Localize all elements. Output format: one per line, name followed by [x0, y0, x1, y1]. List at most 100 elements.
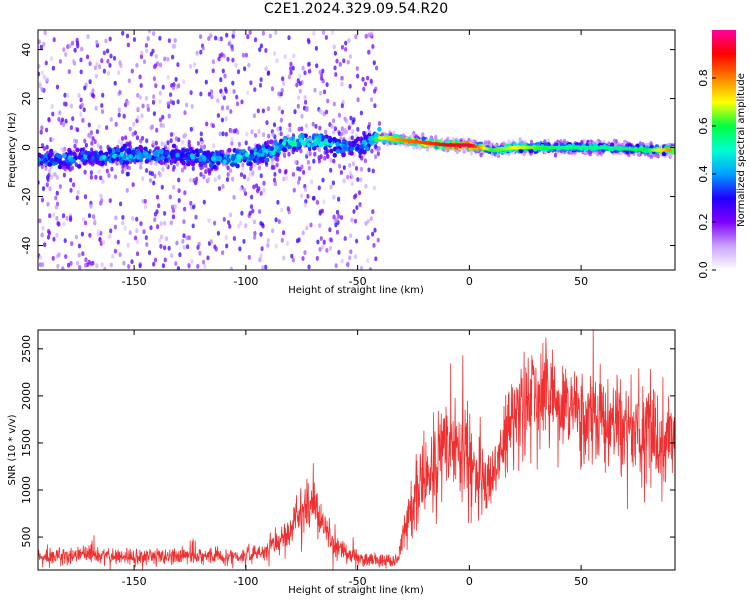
spectrogram-noise-cell: [334, 222, 338, 228]
spectrogram-noise-cell: [209, 33, 213, 39]
spectrogram-noise-cell: [244, 52, 248, 58]
spectrogram-ridge-cell: [306, 142, 311, 148]
spectrogram-noise-cell: [231, 80, 235, 86]
spectrogram-ridge-cell: [202, 156, 207, 161]
spectrogram-noise-cell: [139, 54, 144, 60]
snr-y-tick-label: 1500: [20, 429, 33, 457]
spectrogram-noise-cell: [91, 88, 95, 93]
spectrogram-ridge-cell: [373, 137, 379, 142]
spectrogram-noise-cell: [273, 172, 277, 177]
spectrogram-noise-cell: [221, 105, 225, 110]
spectrogram-noise-cell: [355, 205, 359, 211]
spectrogram-noise-cell: [87, 213, 92, 219]
spectrogram-noise-cell: [48, 213, 52, 219]
spectrogram-noise-cell: [278, 168, 282, 174]
spectrogram-noise-cell: [145, 242, 149, 247]
spectrogram-noise-cell: [73, 47, 77, 53]
spectrogram-noise-cell: [612, 138, 616, 144]
spectrogram-noise-cell: [135, 63, 139, 68]
spectrogram-noise-cell: [224, 235, 228, 241]
spectrogram-noise-cell: [42, 41, 46, 47]
spectrogram-noise-cell: [239, 172, 244, 178]
spectrogram-noise-cell: [98, 64, 102, 70]
spectrogram-noise-cell: [366, 218, 370, 224]
colorbar-tick-label: 0.4: [697, 165, 710, 183]
spectrogram-noise-cell: [146, 103, 150, 109]
spectrogram-noise-cell: [258, 47, 262, 52]
spectrogram-noise-cell: [332, 158, 336, 164]
spectrogram-noise-cell: [242, 187, 246, 193]
spectrogram-noise-cell: [185, 102, 189, 108]
spectrogram-noise-cell: [163, 141, 168, 147]
spectrogram-noise-cell: [202, 145, 206, 150]
spectrogram-noise-cell: [232, 128, 237, 134]
spectrogram-noise-cell: [272, 51, 277, 56]
spectrogram-noise-cell: [79, 69, 83, 75]
spectrogram-ridge-cell: [215, 155, 220, 161]
spectrogram-noise-cell: [151, 100, 156, 105]
spectrogram-ridge-cell: [43, 158, 48, 163]
spectrogram-noise-cell: [135, 251, 140, 257]
spectrogram-noise-cell: [221, 68, 225, 74]
spectrogram-ridge-cell: [57, 164, 63, 170]
snr-x-tick-label: 0: [466, 575, 473, 588]
snr-x-label: Height of straight line (km): [288, 585, 424, 596]
spectrogram-noise-cell: [351, 161, 356, 167]
spectrogram-noise-cell: [340, 103, 344, 109]
spectrogram-ridge-cell: [207, 154, 212, 160]
spectrogram-noise-cell: [352, 209, 356, 214]
spectrogram-noise-cell: [127, 264, 131, 269]
spectrogram-noise-cell: [200, 140, 204, 146]
spectrogram-noise-cell: [135, 135, 139, 141]
spectrogram-ridge-cell: [115, 156, 120, 162]
spectrogram-noise-cell: [294, 159, 298, 165]
spectrogram-ridge-cell: [237, 154, 243, 160]
spectrogram-noise-cell: [147, 250, 152, 256]
spectrogram-noise-cell: [174, 77, 178, 82]
spectrogram-noise-cell: [54, 204, 59, 210]
spectrogram-noise-cell: [246, 34, 250, 40]
spectrogram-ridge-cell: [349, 146, 354, 152]
spectrogram-noise-cell: [253, 162, 257, 168]
spectrogram-noise-cell: [88, 79, 92, 85]
spectrogram-noise-cell: [258, 82, 263, 88]
spectrogram-noise-cell: [73, 143, 77, 149]
spectrogram-noise-cell: [41, 186, 46, 192]
spectrogram-noise-cell: [199, 49, 203, 55]
spectrogram-noise-cell: [207, 36, 211, 41]
spectrogram-noise-cell: [213, 177, 217, 183]
spectrogram-noise-cell: [267, 133, 271, 139]
spectrogram-noise-cell: [307, 264, 311, 270]
spectrogram-noise-cell: [231, 176, 235, 182]
spectrogram-noise-cell: [279, 91, 283, 97]
spectrogram-noise-cell: [97, 229, 101, 234]
spectrogram-noise-cell: [209, 239, 213, 244]
spectrogram-noise-cell: [132, 121, 136, 127]
spectrogram-noise-cell: [80, 46, 84, 52]
spectrogram-noise-cell: [373, 88, 377, 94]
spectrogram-noise-cell: [279, 207, 284, 213]
spectrogram-noise-cell: [192, 204, 196, 210]
spectrogram-noise-cell: [241, 162, 245, 168]
spectrogram-noise-cell: [335, 229, 340, 235]
spectrogram-noise-cell: [272, 177, 277, 183]
spectrogram-noise-cell: [159, 221, 163, 227]
spectrogram-noise-cell: [217, 174, 221, 180]
spectrogram-noise-cell: [212, 143, 216, 149]
spectrogram-noise-cell: [166, 74, 170, 80]
spectrogram-noise-cell: [337, 112, 342, 118]
spectrogram-ridge-cell: [87, 158, 92, 163]
spectrogram-noise-cell: [52, 37, 56, 43]
spectrogram-ridge-cell: [281, 146, 287, 152]
spectrogram-noise-cell: [281, 76, 285, 82]
spectrogram-noise-cell: [66, 93, 70, 98]
spectrogram-noise-cell: [328, 245, 333, 251]
spectrogram-noise-cell: [83, 169, 87, 175]
spectrogram-noise-cell: [153, 211, 158, 217]
spectrogram-noise-cell: [364, 33, 368, 39]
spectrogram-noise-cell: [201, 259, 206, 265]
spectrogram-noise-cell: [219, 89, 223, 94]
spectrogram-noise-cell: [226, 165, 230, 171]
spectrogram-noise-cell: [169, 220, 173, 226]
spectrogram-noise-cell: [101, 240, 106, 245]
